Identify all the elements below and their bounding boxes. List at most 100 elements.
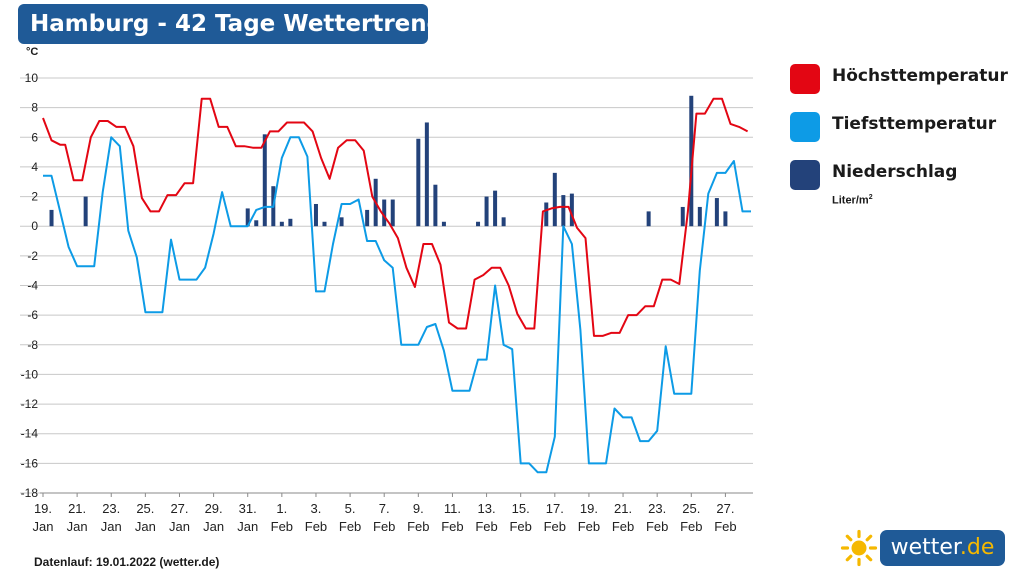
sun-icon <box>840 529 878 567</box>
x-tick-date: 7. <box>379 501 390 516</box>
x-tick-date: 25. <box>682 501 700 516</box>
precip-bar <box>723 211 728 227</box>
precip-bar <box>476 221 481 227</box>
x-tick-date: 19. <box>580 501 598 516</box>
x-tick-date: 31. <box>239 501 257 516</box>
x-tick-month: Jan <box>135 519 156 534</box>
precip-bar <box>569 193 574 227</box>
y-tick-label: 2 <box>31 190 38 204</box>
precip-bar <box>424 122 429 227</box>
data-run-note: Datenlauf: 19.01.2022 (wetter.de) <box>34 555 220 569</box>
precip-bar <box>313 203 318 227</box>
x-tick-month: Feb <box>305 519 327 534</box>
x-tick-month: Feb <box>339 519 361 534</box>
precip-unit: Liter/m2 <box>832 194 873 207</box>
x-tick-month: Jan <box>101 519 122 534</box>
x-tick-month: Feb <box>441 519 463 534</box>
y-tick-label: -8 <box>27 338 38 352</box>
precip-bar <box>646 211 651 227</box>
legend-item-low[interactable]: Tiefsttemperatur <box>790 108 1015 156</box>
precip-bar <box>697 206 702 227</box>
x-tick-date: 9. <box>413 501 424 516</box>
legend-swatch-low <box>790 112 820 142</box>
x-tick-month: Feb <box>509 519 531 534</box>
legend-swatch-high <box>790 64 820 94</box>
precip-bar <box>245 208 250 227</box>
y-tick-label: -2 <box>27 249 38 263</box>
x-tick-month: Feb <box>612 519 634 534</box>
x-tick-date: 19. <box>34 501 52 516</box>
y-tick-label: -10 <box>21 367 39 381</box>
precip-bar <box>49 209 54 227</box>
precip-bar <box>680 206 685 227</box>
x-tick-month: Jan <box>169 519 190 534</box>
x-tick-month: Jan <box>237 519 258 534</box>
y-tick-label: -6 <box>27 308 38 322</box>
logo-wordmark: wetter.de <box>880 530 1005 566</box>
high-temp-line <box>42 97 749 337</box>
x-tick-date: 13. <box>478 501 496 516</box>
precip-bar <box>279 221 284 227</box>
y-tick-label: 6 <box>31 130 38 144</box>
precip-bar <box>714 198 719 227</box>
precip-bar <box>339 217 344 227</box>
x-tick-month: Jan <box>67 519 88 534</box>
precip-bar <box>484 196 489 227</box>
legend-label-high: Höchsttemperatur <box>832 66 1008 86</box>
precip-bar <box>382 199 387 227</box>
legend-swatch-precip <box>790 160 820 190</box>
legend-item-high[interactable]: Höchsttemperatur <box>790 60 1015 108</box>
x-tick-date: 11. <box>444 501 461 516</box>
x-tick-date: 27. <box>170 501 188 516</box>
legend-item-precip[interactable]: Niederschlag <box>790 156 1015 204</box>
y-tick-label: 10 <box>25 71 39 85</box>
x-tick-date: 1. <box>276 501 287 516</box>
precip-bar <box>441 221 446 227</box>
y-tick-label: -4 <box>27 279 38 293</box>
x-tick-date: 21. <box>614 501 632 516</box>
precip-bar <box>561 195 566 227</box>
y-tick-label: -14 <box>21 427 39 441</box>
x-tick-month: Feb <box>544 519 566 534</box>
x-tick-month: Jan <box>203 519 224 534</box>
x-tick-month: Feb <box>680 519 702 534</box>
precip-bar <box>83 196 88 227</box>
legend: Höchsttemperatur Tiefsttemperatur Nieder… <box>790 60 1015 207</box>
x-tick-month: Feb <box>271 519 293 534</box>
x-tick-date: 23. <box>102 501 120 516</box>
precip-bar <box>433 184 438 227</box>
x-tick-month: Feb <box>475 519 497 534</box>
low-temp-line <box>43 136 751 474</box>
precip-bar <box>288 218 293 227</box>
temperature-lines <box>42 97 751 474</box>
y-tick-label: 8 <box>31 101 38 115</box>
x-tick-date: 23. <box>648 501 666 516</box>
precip-bar <box>390 199 395 227</box>
y-tick-label: 0 <box>31 219 38 233</box>
legend-label-precip: Niederschlag <box>832 162 958 182</box>
x-tick-date: 29. <box>205 501 223 516</box>
y-tick-label: -16 <box>21 456 39 470</box>
x-tick-labels: 19. Jan 21. Jan 23. Jan 25. Jan 27. Jan 29. Jan 31. J… <box>33 492 753 534</box>
x-tick-date: 27. <box>716 501 734 516</box>
y-tick-label: 4 <box>31 160 38 174</box>
x-tick-date: 21. <box>68 501 86 516</box>
x-tick-month: Feb <box>646 519 668 534</box>
x-tick-date: 25. <box>136 501 154 516</box>
precip-bar <box>416 138 421 227</box>
x-tick-month: Feb <box>373 519 395 534</box>
x-tick-date: 15. <box>512 501 530 516</box>
y-tick-label: -18 <box>21 486 39 500</box>
x-tick-date: 5. <box>345 501 356 516</box>
x-tick-month: Feb <box>578 519 600 534</box>
precip-bar <box>254 220 259 227</box>
x-tick-date: 17. <box>546 501 564 516</box>
precip-bar <box>322 221 327 227</box>
precipitation-bars <box>49 95 728 227</box>
precip-bar <box>552 172 557 227</box>
wetter-de-logo[interactable]: wetter.de <box>840 529 1008 567</box>
x-tick-month: Jan <box>33 519 54 534</box>
precip-bar <box>365 209 370 227</box>
y-tick-label: -12 <box>21 397 39 411</box>
